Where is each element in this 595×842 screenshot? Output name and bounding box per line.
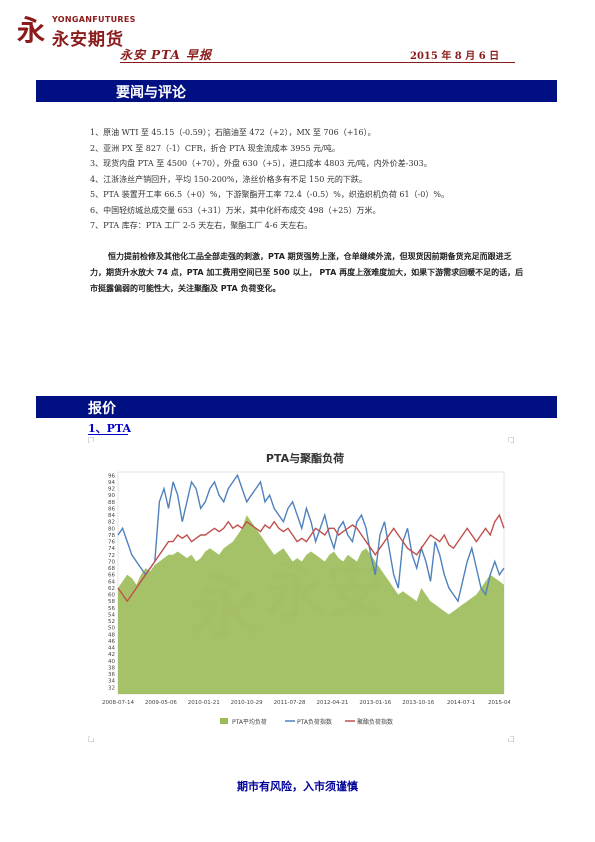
x-tick-label: 2012-04-21 (316, 700, 348, 706)
risk-disclaimer: 期市有风险，入市须谨慎 (237, 780, 358, 793)
y-tick-label: 66 (108, 573, 115, 579)
y-tick-label: 82 (108, 520, 115, 526)
y-tick-label: 70 (108, 559, 115, 565)
y-tick-label: 76 (108, 540, 115, 546)
y-tick-label: 88 (108, 500, 115, 506)
legend-swatch (220, 718, 228, 724)
y-tick-label: 34 (108, 679, 115, 685)
y-tick-label: 48 (108, 632, 115, 638)
report-date: 2015 年 8 月 6 日 (410, 51, 500, 62)
yongan-logo-icon: 永 (14, 14, 48, 46)
y-tick-label: 92 (108, 487, 115, 493)
y-tick-label: 50 (108, 626, 115, 632)
report-title: 永安 PTA 早报 (120, 48, 212, 62)
news-item: 7、PTA 库存：PTA 工厂 2-5 天左右，聚酯工厂 4-6 天左右。 (90, 221, 313, 230)
x-tick-label: 2013-01-16 (359, 700, 391, 706)
chart-title: PTA与聚酯负荷 (266, 451, 344, 465)
y-tick-label: 54 (108, 612, 115, 618)
logo-cn-text: 永安期货 (52, 30, 124, 50)
y-tick-label: 74 (108, 546, 115, 552)
quote-section-header: 报价 (36, 396, 557, 418)
x-tick-label: 2014-07-1 (447, 700, 475, 706)
news-list: 1、原油 WTI 至 45.15（-0.59）；石脑油至 472（+2），MX … (90, 125, 530, 234)
y-tick-label: 64 (108, 579, 115, 585)
y-tick-label: 62 (108, 586, 115, 592)
chart-corner-mark: □ (88, 735, 95, 743)
y-tick-label: 36 (108, 672, 115, 678)
header-divider (120, 62, 515, 63)
y-tick-label: 56 (108, 606, 115, 612)
svg-text:永: 永 (17, 14, 45, 46)
chart-corner-mark: □ (508, 735, 515, 743)
news-item: 3、现货内盘 PTA 至 4500（+70），外盘 630（+5），进口成本 4… (90, 159, 432, 168)
y-tick-label: 40 (108, 659, 115, 665)
pta-load-chart: PTA与聚酯负荷 永 永安 32343638404244464850525456… (90, 442, 510, 738)
series-line-1 (117, 473, 505, 603)
y-tick-label: 78 (108, 533, 115, 539)
news-section-title: 要闻与评论 (116, 85, 186, 101)
y-tick-label: 46 (108, 639, 115, 645)
legend-label: 聚酯负荷指数 (357, 718, 393, 726)
y-tick-label: 58 (108, 599, 115, 605)
chart-corner-mark: □ (88, 436, 95, 444)
y-tick-label: 52 (108, 619, 115, 625)
news-item: 4、江浙涤丝产销回升，平均 150-200%，涤丝价格多有不足 150 元的下跌… (90, 174, 367, 184)
news-item: 1、原油 WTI 至 45.15（-0.59）；石脑油至 472（+2），MX … (90, 128, 376, 137)
y-tick-label: 86 (108, 506, 115, 512)
pta-subsection-underline (88, 434, 128, 435)
y-tick-label: 44 (108, 646, 115, 652)
legend-label: PTA平均负荷 (232, 718, 267, 726)
x-tick-label: 2015-04-27 (488, 700, 510, 706)
x-tick-label: 2010-01-21 (188, 700, 220, 706)
y-tick-label: 38 (108, 665, 115, 671)
news-item: 5、PTA 装置开工率 66.5（+0）%，下游聚酯开工率 72.4（-0.5）… (90, 190, 449, 199)
y-tick-label: 90 (108, 493, 115, 499)
x-tick-label: 2011-07-28 (274, 700, 306, 706)
y-tick-label: 60 (108, 593, 115, 599)
y-tick-label: 94 (108, 480, 115, 486)
x-tick-label: 2008-07-14 (102, 700, 134, 706)
legend-label: PTA负荷指数 (297, 718, 332, 726)
chart-corner-mark: □ (508, 436, 515, 444)
y-tick-label: 80 (108, 526, 115, 532)
y-tick-label: 96 (108, 473, 115, 479)
quote-section-title: 报价 (88, 401, 116, 417)
series-area-0 (118, 515, 504, 694)
news-section-header: 要闻与评论 (36, 80, 557, 102)
y-tick-label: 32 (108, 685, 115, 691)
x-tick-label: 2009-05-06 (145, 700, 177, 706)
x-tick-label: 2010-10-29 (231, 700, 263, 706)
market-commentary: 恒力提前检修及其他化工品全部走强的刺激，PTA 期货强势上涨，仓单继续外流，但现… (90, 252, 524, 293)
y-tick-label: 68 (108, 566, 115, 572)
pta-subsection-title: 1、PTA (88, 422, 132, 435)
logo-en-text: YONGANFUTURES (52, 15, 136, 24)
x-tick-label: 2013-10-16 (402, 700, 434, 706)
y-tick-label: 84 (108, 513, 115, 519)
news-item: 6、中国轻纺城总成交量 653（+31）万米，其中化纤布成交 498（+25）万… (90, 205, 381, 215)
y-tick-label: 42 (108, 652, 115, 658)
y-tick-label: 72 (108, 553, 115, 559)
news-item: 2、亚洲 PX 至 827（-1）CFR，折合 PTA 现金流成本 3955 元… (90, 143, 340, 153)
series-line-2 (117, 513, 505, 603)
